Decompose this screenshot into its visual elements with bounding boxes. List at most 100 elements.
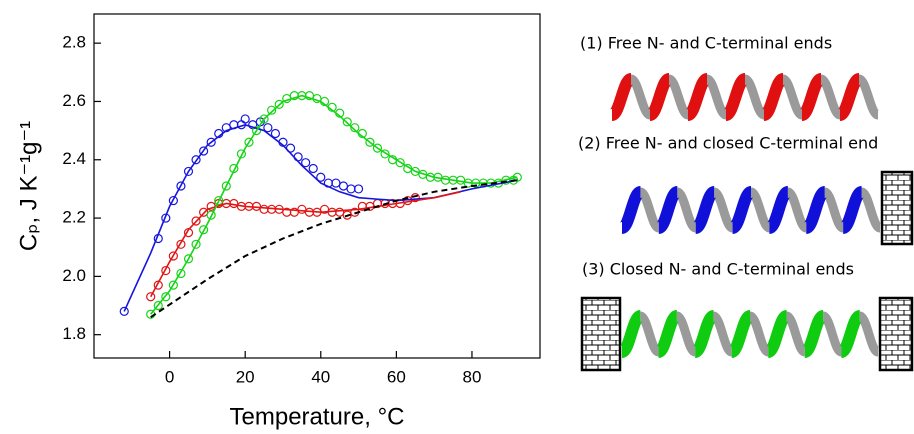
helix-ribbon	[761, 73, 786, 121]
fit-line	[123, 123, 518, 312]
x-tick-label: 80	[463, 367, 482, 386]
helix-ribbon	[859, 187, 883, 233]
data-point	[319, 204, 330, 214]
helix-ribbon	[674, 311, 698, 357]
helix-ribbon	[655, 186, 681, 234]
data-point	[236, 149, 247, 159]
data-point	[183, 166, 194, 177]
data-point	[274, 99, 284, 109]
y-tick-label: 2.8	[62, 33, 86, 52]
data-point	[221, 123, 231, 133]
data-point	[244, 137, 254, 147]
helix-ribbon	[748, 187, 772, 233]
data-point	[350, 123, 360, 133]
y-tick-label: 2.0	[62, 266, 86, 285]
helix-ribbon	[637, 311, 661, 357]
x-tick-label: 0	[165, 367, 174, 386]
helix-ribbon	[666, 74, 691, 120]
y-axis-label: Cₚ, J K⁻¹g⁻¹	[15, 121, 42, 251]
helix-ribbon	[692, 186, 718, 234]
helix-ribbon	[685, 73, 710, 121]
helix-ribbon	[838, 310, 863, 358]
data-point	[199, 207, 209, 217]
y-tick-label: 2.2	[62, 208, 86, 227]
helix-ribbon	[711, 311, 735, 357]
data-point	[365, 137, 375, 147]
helix-ribbon	[785, 187, 809, 233]
data-point	[380, 149, 390, 159]
helix-ribbon	[765, 310, 790, 358]
data-point	[395, 158, 405, 168]
data-point	[168, 251, 178, 261]
x-axis-label: Temperature, °C	[230, 403, 405, 430]
helix-ribbon	[628, 74, 653, 120]
helix-ribbon	[840, 186, 865, 234]
helix-ribbon	[801, 310, 827, 358]
helix-ribbon	[857, 311, 881, 357]
baseline	[150, 179, 518, 319]
data-point	[259, 204, 269, 214]
data-point	[161, 292, 171, 302]
data-point	[183, 254, 194, 264]
data-point	[161, 265, 171, 276]
data-point	[342, 117, 352, 127]
fit-line	[149, 191, 461, 298]
helix-ribbon	[803, 186, 828, 234]
x-tick-label: 40	[311, 367, 330, 386]
data-point	[316, 172, 326, 182]
data-point	[176, 268, 186, 279]
data-point	[270, 128, 281, 139]
x-tick-label: 60	[387, 367, 406, 386]
helix-ribbon	[728, 310, 754, 358]
helix-ribbon	[704, 74, 729, 120]
data-point	[176, 181, 186, 191]
helix-ribbon	[729, 186, 755, 234]
data-point	[206, 137, 216, 147]
data-point	[199, 225, 209, 235]
y-tick-label: 2.4	[62, 149, 86, 168]
data-point	[191, 239, 201, 249]
data-point	[346, 184, 356, 194]
data-point	[331, 178, 341, 188]
data-point	[410, 193, 420, 203]
data-point	[263, 123, 273, 133]
data-point	[168, 195, 178, 206]
data-point	[410, 166, 420, 177]
data-point	[304, 91, 315, 101]
data-point	[335, 207, 345, 217]
data-point	[146, 292, 156, 302]
data-point	[153, 280, 163, 290]
panel-label: (3) Closed N- and C-terminal ends	[582, 260, 854, 279]
data-point	[297, 204, 307, 214]
data-point	[512, 172, 522, 182]
data-point	[259, 114, 269, 124]
data-point	[119, 306, 129, 316]
helix-ribbon	[799, 73, 824, 121]
helix-ribbon	[856, 74, 881, 120]
helix-ribbon	[711, 187, 735, 233]
helix-ribbon	[723, 73, 748, 121]
helix-ribbon	[609, 73, 634, 121]
helix-ribbon	[784, 311, 808, 357]
helix-illustrations	[609, 73, 883, 358]
helix-ribbon	[638, 187, 662, 233]
panel-label: (2) Free N- and closed C-terminal end	[578, 134, 878, 153]
y-tick-label: 1.8	[62, 324, 86, 343]
data-point	[199, 146, 209, 156]
helix-ribbon	[820, 311, 844, 357]
data-point	[221, 181, 231, 191]
plot-frame	[93, 13, 541, 359]
x-tick-label: 20	[236, 367, 255, 386]
y-tick-label: 2.6	[62, 91, 86, 110]
data-point	[206, 210, 216, 220]
helix-ribbon	[618, 186, 644, 234]
wall	[880, 170, 914, 246]
helix-ribbon	[780, 74, 805, 120]
data-point	[176, 239, 186, 249]
helix-ribbon	[818, 74, 843, 120]
data-point	[251, 126, 262, 136]
helix-ribbon	[747, 311, 771, 357]
wall	[878, 296, 914, 372]
panel-label: (1) Free N- and C-terminal ends	[580, 34, 832, 53]
